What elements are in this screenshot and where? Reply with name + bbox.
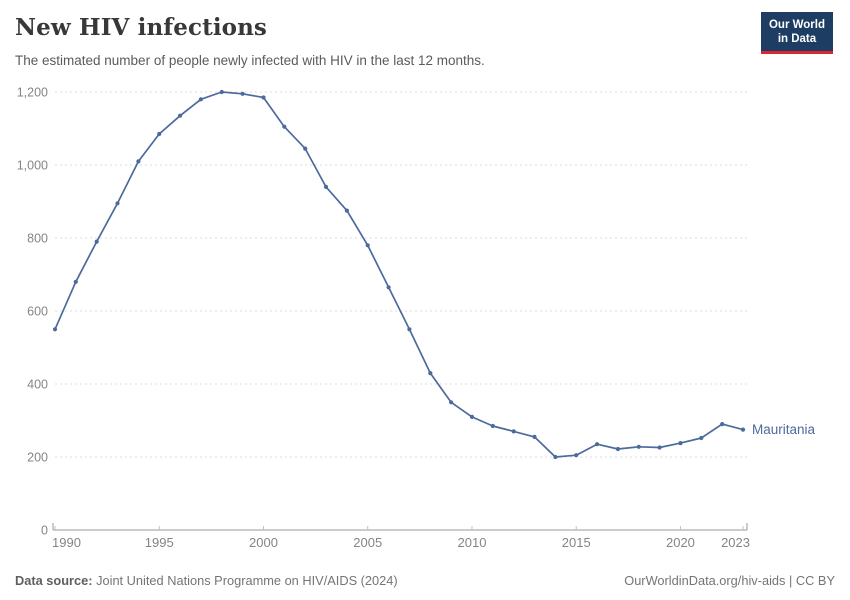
data-point[interactable] <box>157 131 162 137</box>
owid-logo-line1: Our World <box>768 19 825 31</box>
owid-logo[interactable]: Our World in Data <box>760 12 833 54</box>
x-tick-label: 1990 <box>52 535 81 550</box>
data-point[interactable] <box>657 445 662 450</box>
data-point[interactable] <box>490 423 495 429</box>
x-tick-label: 2005 <box>353 535 382 550</box>
data-point[interactable] <box>636 444 641 449</box>
data-point[interactable] <box>511 429 516 434</box>
data-point[interactable] <box>73 279 78 284</box>
chart-footer: Data source: Joint United Nations Progra… <box>15 573 835 588</box>
data-point[interactable] <box>198 97 203 102</box>
data-point[interactable] <box>720 422 725 427</box>
data-point[interactable] <box>115 201 120 206</box>
data-point[interactable] <box>344 208 349 213</box>
data-point[interactable] <box>595 442 600 447</box>
data-source: Data source: Joint United Nations Progra… <box>15 573 398 588</box>
data-point[interactable] <box>219 89 224 95</box>
data-point[interactable] <box>407 327 412 332</box>
x-tick-label: 2015 <box>562 535 591 550</box>
owid-logo-line2: in Data <box>777 33 817 46</box>
chart-subtitle: The estimated number of people newly inf… <box>15 53 485 68</box>
y-tick-label: 1,000 <box>17 159 48 173</box>
data-source-text: Joint United Nations Programme on HIV/AI… <box>92 573 398 588</box>
data-point[interactable] <box>615 446 621 452</box>
data-point[interactable] <box>323 184 329 189</box>
data-point[interactable] <box>386 285 391 290</box>
data-point[interactable] <box>574 453 579 458</box>
y-tick-label: 800 <box>27 232 48 246</box>
data-point[interactable] <box>303 146 308 151</box>
data-point[interactable] <box>428 371 433 376</box>
x-tick-label: 1995 <box>145 535 174 550</box>
y-tick-label: 0 <box>41 524 48 538</box>
data-point[interactable] <box>136 159 141 164</box>
data-point[interactable] <box>469 414 475 419</box>
x-tick-label: 2000 <box>249 535 278 550</box>
data-point[interactable] <box>699 435 704 441</box>
data-point[interactable] <box>178 113 183 118</box>
data-point[interactable] <box>449 400 454 405</box>
x-tick-label: 2010 <box>458 535 487 550</box>
data-source-label: Data source: <box>15 573 93 588</box>
data-point[interactable] <box>282 124 287 129</box>
data-point[interactable] <box>365 243 370 248</box>
data-point[interactable] <box>261 95 266 100</box>
y-tick-label: 400 <box>27 378 48 392</box>
x-tick-label: 2023 <box>721 535 750 550</box>
page-title: New HIV infections <box>15 14 267 41</box>
y-tick-label: 200 <box>27 451 48 465</box>
data-point[interactable] <box>52 327 58 332</box>
chart-line[interactable] <box>54 91 744 458</box>
data-point[interactable] <box>94 239 99 244</box>
data-point[interactable] <box>553 454 558 460</box>
x-tick-label: 2020 <box>666 535 695 550</box>
series-label-mauritania[interactable]: Mauritania <box>752 422 816 437</box>
data-point[interactable] <box>678 441 683 446</box>
data-point[interactable] <box>240 91 245 96</box>
y-tick-label: 600 <box>27 305 48 319</box>
data-point[interactable] <box>740 427 746 432</box>
data-point[interactable] <box>532 434 537 439</box>
y-tick-label: 1,200 <box>17 86 48 100</box>
credit-link[interactable]: OurWorldinData.org/hiv-aids | CC BY <box>624 573 835 588</box>
